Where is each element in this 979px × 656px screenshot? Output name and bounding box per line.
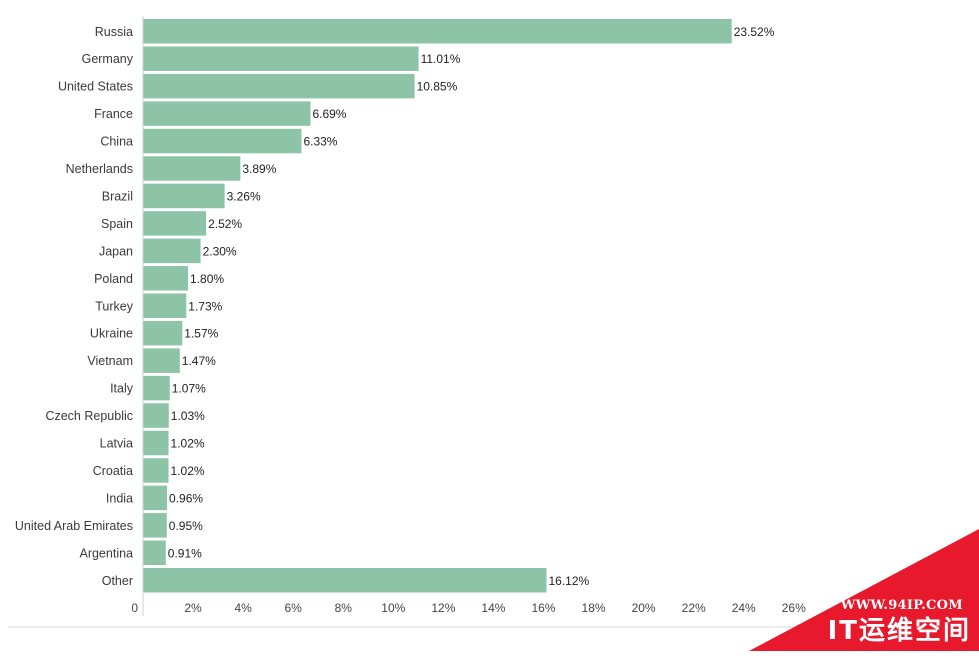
category-label: Germany [82, 52, 134, 66]
bars-group [143, 19, 732, 593]
value-label: 1.73% [188, 299, 222, 313]
bar-other [143, 568, 547, 593]
bar-netherlands [143, 156, 241, 181]
category-label: Brazil [102, 189, 133, 203]
category-label: India [106, 491, 133, 505]
x-tick-label: 26% [782, 601, 806, 615]
bar-czech-republic [143, 403, 169, 428]
x-tick-label: 24% [732, 601, 756, 615]
x-tick-label: 0 [131, 601, 138, 615]
category-label: Turkey [95, 299, 133, 313]
bar-italy [143, 375, 170, 401]
category-label: Czech Republic [45, 409, 133, 423]
bar-russia [143, 19, 732, 44]
x-tick-label: 14% [481, 601, 505, 615]
value-label: 16.12% [548, 574, 589, 588]
value-label: 3.26% [227, 189, 261, 203]
category-label: United Arab Emirates [15, 519, 133, 533]
category-label: Poland [94, 272, 133, 286]
bar-france [143, 101, 311, 126]
value-label: 3.89% [242, 162, 276, 176]
bar-japan [143, 238, 201, 264]
value-label: 1.02% [171, 437, 205, 451]
value-label: 0.96% [169, 491, 203, 505]
category-label: Italy [110, 382, 134, 396]
bar-croatia [143, 458, 169, 483]
bar-argentina [143, 540, 166, 566]
value-label: 1.02% [171, 464, 205, 478]
bar-united-states [143, 73, 415, 99]
category-label: Spain [101, 217, 133, 231]
x-tick-label: 10% [381, 601, 405, 615]
value-label: 2.52% [208, 217, 242, 231]
value-label: 1.57% [184, 327, 218, 341]
category-label: China [100, 135, 133, 149]
x-tick-label: 20% [632, 601, 656, 615]
category-labels-group: Russia Germany United States France China Net… [15, 25, 134, 588]
category-label: Ukraine [90, 327, 133, 341]
x-tick-label: 4% [234, 601, 252, 615]
category-label: France [94, 107, 133, 121]
value-label: 23.52% [734, 25, 775, 39]
value-label: 10.85% [417, 80, 458, 94]
value-label: 1.03% [171, 409, 205, 423]
bar-spain [143, 211, 207, 236]
value-label: 1.47% [182, 354, 216, 368]
x-tick-label: 6% [285, 601, 303, 615]
bar-latvia [143, 430, 169, 456]
value-label: 11.01% [421, 52, 461, 66]
category-label: Vietnam [87, 354, 133, 368]
category-label: Croatia [93, 464, 133, 478]
x-tick-label: 16% [531, 601, 555, 615]
category-label: Other [102, 574, 133, 588]
bar-india [143, 485, 168, 511]
value-label: 6.69% [312, 107, 346, 121]
bar-poland [143, 266, 189, 291]
x-tick-label: 22% [682, 601, 706, 615]
x-tick-label: 18% [582, 601, 606, 615]
value-label: 1.07% [172, 382, 206, 396]
value-label: 0.95% [169, 519, 203, 533]
category-label: Japan [99, 244, 133, 258]
x-tick-label: 12% [431, 601, 455, 615]
value-label: 1.80% [190, 272, 224, 286]
bar-turkey [143, 293, 187, 318]
x-tick-label: 2% [184, 601, 202, 615]
category-label: Argentina [79, 546, 133, 560]
value-label: 2.30% [203, 244, 237, 258]
x-axis-ticks-group: 0 2% 4% 6% 8% 10% 12% 14% 16% 18% 20% 22% 24% 26% [131, 601, 806, 615]
bar-china [143, 128, 302, 154]
category-label: United States [58, 80, 133, 94]
value-label: 0.91% [168, 546, 202, 560]
category-label: Latvia [100, 437, 133, 451]
value-label: 6.33% [303, 135, 337, 149]
bar-vietnam [143, 348, 180, 373]
x-tick-label: 8% [335, 601, 353, 615]
bar-united-arab-emirates [143, 513, 167, 538]
category-label: Russia [95, 25, 133, 39]
category-label: Netherlands [66, 162, 133, 176]
bar-germany [143, 46, 419, 71]
bar-ukraine [143, 320, 183, 346]
value-labels-group: 23.52% 11.01% 10.85% 6.69% 6.33% 3.89% 3.26% 2.… [168, 25, 775, 588]
bar-brazil [143, 183, 225, 209]
